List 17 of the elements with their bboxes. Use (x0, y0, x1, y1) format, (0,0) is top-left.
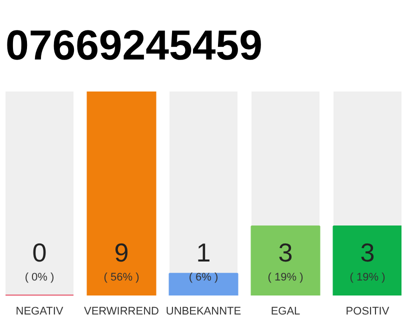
annotation: 3 (360, 238, 375, 268)
data-label: ( 6% ) (188, 272, 218, 284)
data-label: ( 19% ) (350, 272, 386, 284)
annotation: 1 (196, 238, 211, 268)
x-tick-label: VERWIRREND (84, 306, 160, 318)
x-tick-label: NEGATIV (16, 306, 64, 318)
annotation: 3 (278, 238, 293, 268)
x-tick-label: EGAL (270, 306, 300, 318)
x-tick-label: POSITIV (346, 306, 390, 318)
data-label: ( 56% ) (104, 272, 140, 284)
data-label: ( 0% ) (24, 272, 54, 284)
x-tick-label: UNBEKANNTE (166, 306, 242, 318)
data-label: ( 19% ) (268, 272, 304, 284)
annotation: 9 (114, 238, 129, 268)
bar (168, 272, 238, 296)
chart-title: 07669245459 (6, 22, 262, 68)
annotation: 0 (32, 238, 47, 268)
